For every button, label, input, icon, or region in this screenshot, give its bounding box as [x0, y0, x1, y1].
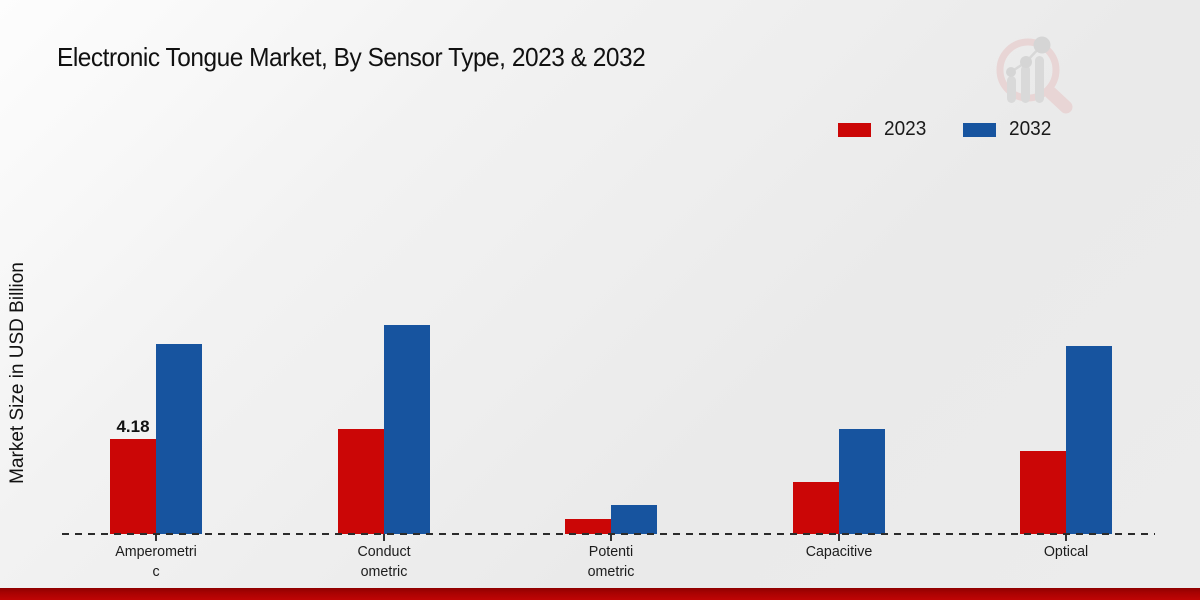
footer-accent-bar — [0, 588, 1200, 600]
legend-label-2032: 2032 — [1008, 118, 1051, 140]
x-category-label-potentiometric: Potenti ometric — [587, 543, 635, 581]
x-axis-baseline — [62, 533, 1155, 535]
bar-2032-potentiometric — [611, 505, 657, 534]
bar-2032-optical — [1066, 346, 1112, 534]
x-axis-tick — [155, 534, 157, 541]
logo-dot-1 — [1006, 67, 1016, 77]
bar-2023-amperometric — [110, 439, 156, 534]
logo-bar-3 — [1035, 56, 1044, 103]
value-label-2023-amperometric: 4.18 — [116, 417, 150, 436]
x-category-label-amperometric: Amperometri c — [115, 543, 197, 581]
x-axis-tick — [610, 534, 612, 541]
x-axis-tick — [1065, 534, 1067, 541]
bar-2023-potentiometric — [565, 519, 611, 534]
legend-swatch-2032 — [962, 122, 996, 137]
bar-2032-capacitive — [838, 429, 885, 534]
logo-bar-2 — [1021, 65, 1030, 103]
x-axis-tick — [382, 534, 385, 541]
bar-2023-conductometric — [337, 429, 384, 534]
magnifier-handle — [1044, 86, 1073, 114]
market-research-logo-watermark — [996, 36, 1073, 114]
bar-2023-capacitive — [792, 482, 839, 534]
logo-dot-3 — [1033, 36, 1051, 54]
chart-title: Electronic Tongue Market, By Sensor Type… — [57, 42, 646, 72]
legend: 2023 2032 — [838, 118, 1053, 141]
legend-item-2023: 2023 — [838, 118, 929, 141]
bar-2023-optical — [1020, 451, 1066, 534]
bar-2032-amperometric — [156, 344, 202, 534]
logo-bar-1 — [1007, 76, 1016, 103]
bar-2032-conductometric — [383, 325, 430, 534]
x-category-label-optical: Optical — [1043, 543, 1089, 560]
legend-swatch-2023 — [838, 122, 871, 137]
logo-dot-2 — [1020, 56, 1032, 68]
legend-item-2032: 2032 — [962, 118, 1054, 141]
legend-label-2023: 2023 — [884, 118, 927, 140]
x-category-label-conductometric: Conduct ometric — [356, 543, 411, 581]
x-axis-tick — [837, 534, 840, 541]
x-category-label-capacitive: Capacitive — [805, 543, 872, 560]
